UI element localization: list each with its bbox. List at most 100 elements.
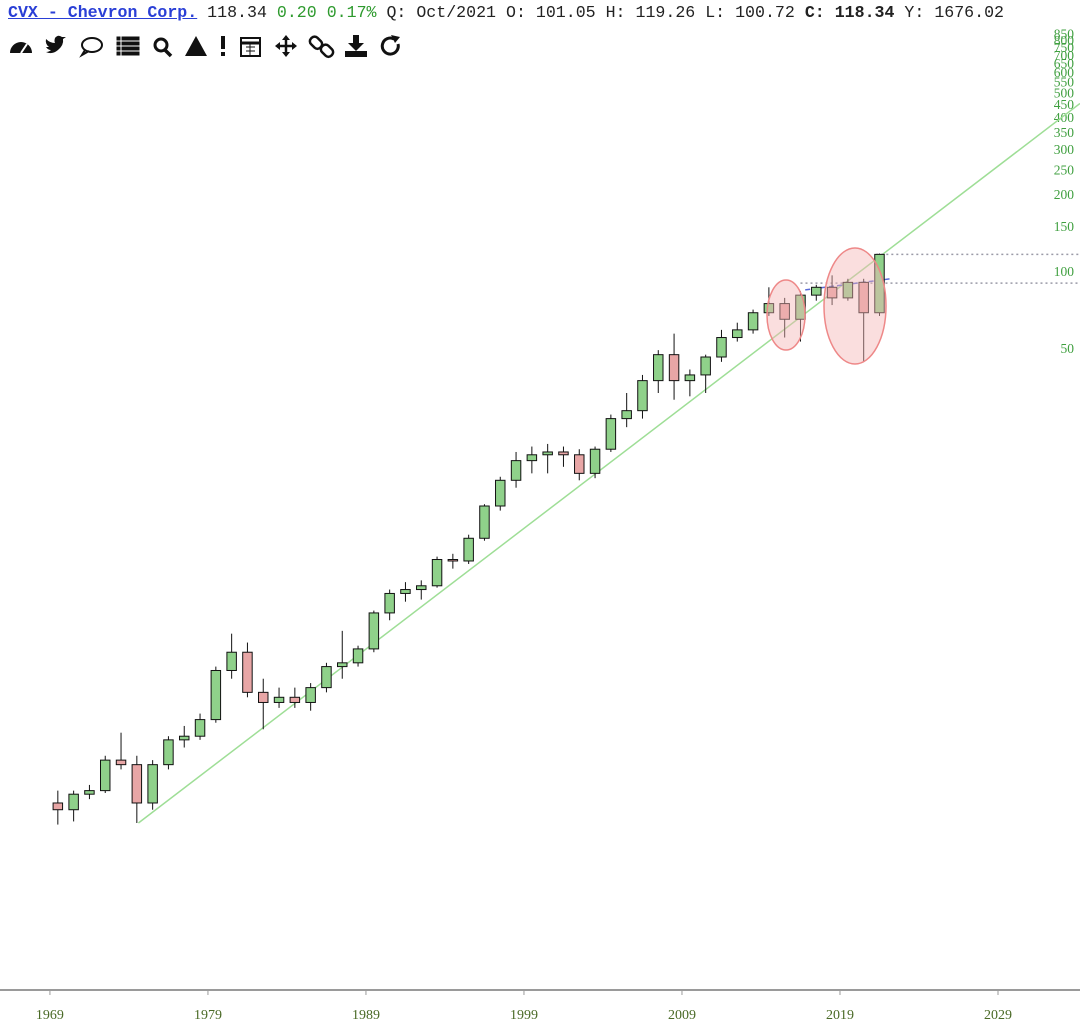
- open-label: O:: [505, 3, 526, 22]
- highlight-circle: [823, 247, 887, 365]
- search-icon[interactable]: [153, 37, 173, 58]
- candle-body: [416, 585, 427, 591]
- y-tick-label: 100: [1054, 264, 1075, 279]
- candle-body: [178, 735, 190, 741]
- x-tick-label: 1969: [36, 1008, 64, 1023]
- last-price: 118.34: [207, 3, 267, 22]
- candle-body: [258, 691, 269, 703]
- x-tick-label: 1999: [510, 1008, 538, 1023]
- download-icon[interactable]: [345, 35, 367, 57]
- comment-icon[interactable]: [79, 37, 103, 58]
- volume-label: Y:: [904, 3, 925, 22]
- y-tick-label: 450: [1054, 97, 1075, 112]
- candle-body: [368, 612, 380, 650]
- candle-body: [52, 802, 64, 811]
- twitter-icon[interactable]: [45, 35, 66, 54]
- low: 100.72: [735, 3, 795, 22]
- alert-icon[interactable]: [221, 36, 225, 56]
- candle-body: [226, 651, 237, 671]
- volume: 1676.02: [934, 3, 1005, 22]
- candle-body: [574, 454, 585, 474]
- candle-body: [621, 410, 632, 420]
- y-tick-label: 300: [1054, 142, 1075, 157]
- candle-body: [842, 281, 854, 299]
- y-tick-label: 550: [1054, 75, 1075, 90]
- y-tick-label: 600: [1054, 65, 1075, 80]
- candle-body: [289, 696, 301, 703]
- candle-body: [479, 505, 490, 539]
- candle-body: [542, 451, 553, 456]
- candle-body: [589, 448, 601, 474]
- candle-body: [732, 329, 743, 339]
- candle-body: [826, 286, 838, 299]
- move-icon[interactable]: [275, 35, 297, 57]
- candle-body: [194, 719, 206, 737]
- candle-body: [147, 764, 158, 804]
- candle-body: [115, 759, 127, 766]
- candle-body: [400, 589, 411, 594]
- candle-body: [99, 759, 111, 792]
- high-label: H:: [605, 3, 626, 22]
- candle-body: [763, 303, 775, 314]
- calendar-icon[interactable]: [240, 37, 261, 57]
- x-tick-label: 2019: [826, 1008, 854, 1023]
- change: 0.20: [276, 3, 317, 22]
- y-tick-label: 350: [1054, 125, 1075, 140]
- list-icon[interactable]: [116, 36, 140, 56]
- candle-body: [68, 793, 79, 811]
- candle-body: [305, 687, 316, 703]
- y-tick-label: 500: [1054, 85, 1075, 100]
- candle-body: [747, 312, 759, 331]
- candle-body: [337, 662, 348, 668]
- highlight-circle: [766, 279, 806, 351]
- y-tick-label: 50: [1061, 341, 1075, 356]
- y-tick-label: 800: [1054, 33, 1075, 48]
- x-tick-label: 1979: [194, 1008, 222, 1023]
- candle-body: [510, 460, 522, 481]
- candle-body: [447, 559, 459, 562]
- y-tick-label: 150: [1054, 219, 1075, 234]
- candle-body: [684, 374, 696, 382]
- period: Q: Oct/2021: [386, 3, 497, 22]
- candle-body: [163, 739, 174, 766]
- y-tick-label: 750: [1054, 40, 1075, 55]
- candle-body: [858, 281, 869, 314]
- low-label: L:: [705, 3, 726, 22]
- dashboard-icon[interactable]: [10, 42, 32, 54]
- symbol-link[interactable]: CVX - Chevron Corp.: [8, 3, 198, 22]
- x-tick-label: 2009: [668, 1008, 696, 1023]
- candle-body: [526, 454, 538, 462]
- close-label: C:: [804, 3, 825, 22]
- triangle-icon[interactable]: [185, 36, 207, 56]
- quote-header: CVX - Chevron Corp. 118.34 0.20 0.17% Q:…: [8, 3, 1004, 22]
- candle-body: [605, 418, 617, 450]
- x-tick-label: 1989: [352, 1008, 380, 1023]
- plot-area: 50 100 150 200 250 300 35040045050055060065070…: [36, 26, 1080, 1023]
- candle-body: [352, 648, 364, 664]
- candle-body: [558, 451, 569, 456]
- open: 101.05: [535, 3, 596, 22]
- candle-body: [700, 356, 711, 376]
- y-tick-label: 850: [1054, 26, 1075, 41]
- toolbar: [10, 35, 400, 59]
- candle-body: [131, 764, 143, 804]
- y-tick-label: 200: [1054, 187, 1075, 202]
- y-tick-label: 400: [1054, 110, 1075, 125]
- candle-body: [321, 666, 332, 689]
- y-tick-label: 650: [1054, 56, 1075, 71]
- candle-body: [668, 354, 680, 382]
- candle-body: [653, 354, 664, 382]
- refresh-icon[interactable]: [380, 35, 400, 56]
- candle-body: [463, 537, 474, 562]
- high: 119.26: [635, 3, 696, 22]
- candle-body: [495, 479, 506, 507]
- candle-body: [431, 559, 443, 587]
- candle-body: [811, 286, 822, 296]
- change-pct: 0.17%: [326, 3, 377, 22]
- link-icon[interactable]: [308, 35, 335, 59]
- candle-body: [384, 592, 395, 614]
- candle-body: [637, 380, 648, 412]
- trend-line: [137, 102, 1080, 824]
